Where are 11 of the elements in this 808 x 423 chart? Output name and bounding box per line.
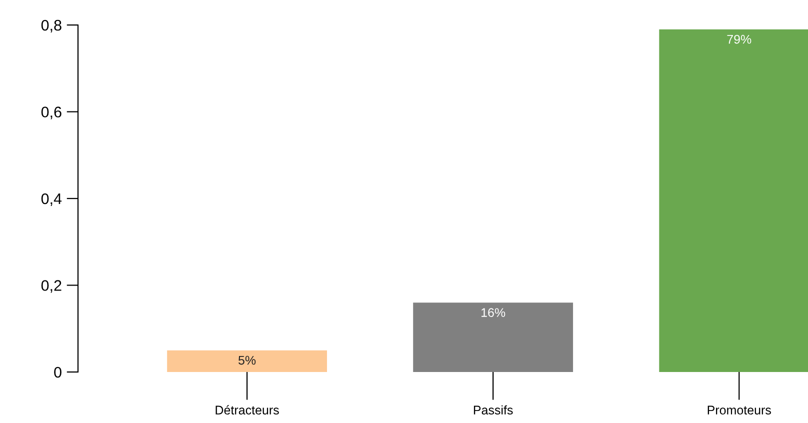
data-label: 5%	[238, 356, 256, 365]
x-tick-label: Détracteurs	[216, 405, 279, 415]
y-tick-label: 0,4	[41, 193, 62, 206]
y-tick-label: 0,8	[41, 20, 62, 32]
data-label: 16%	[482, 308, 506, 317]
y-tick-label: 0,2	[41, 280, 62, 293]
x-tick-label: Promoteurs	[708, 406, 771, 415]
x-tick-label: Passifs	[474, 405, 513, 415]
y-tick-label: 0,6	[41, 106, 62, 120]
data-label: 79%	[727, 34, 752, 44]
y-tick-label: 0	[54, 366, 62, 378]
